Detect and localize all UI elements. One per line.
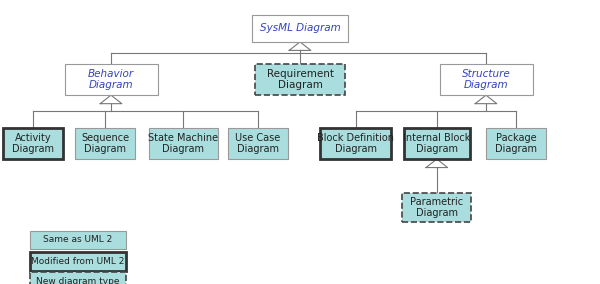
Text: Parametric
Diagram: Parametric Diagram [410, 197, 463, 218]
Text: Structure
Diagram: Structure Diagram [461, 69, 511, 90]
Text: Requirement
Diagram: Requirement Diagram [266, 69, 334, 90]
FancyBboxPatch shape [320, 128, 391, 159]
Text: Package
Diagram: Package Diagram [495, 133, 537, 154]
FancyBboxPatch shape [252, 15, 348, 42]
Polygon shape [426, 159, 448, 168]
FancyBboxPatch shape [404, 128, 470, 159]
Polygon shape [100, 95, 122, 104]
Text: Same as UML 2: Same as UML 2 [43, 235, 113, 245]
Text: Block Definition
Diagram: Block Definition Diagram [317, 133, 394, 154]
FancyBboxPatch shape [65, 64, 157, 95]
FancyBboxPatch shape [486, 128, 546, 159]
FancyBboxPatch shape [30, 252, 126, 270]
Text: State Machine
Diagram: State Machine Diagram [148, 133, 218, 154]
FancyBboxPatch shape [228, 128, 288, 159]
Polygon shape [289, 42, 311, 51]
FancyBboxPatch shape [403, 193, 472, 222]
Text: Activity
Diagram: Activity Diagram [12, 133, 54, 154]
FancyBboxPatch shape [439, 64, 533, 95]
FancyBboxPatch shape [255, 64, 345, 95]
Text: Modified from UML 2: Modified from UML 2 [31, 257, 125, 266]
Polygon shape [475, 95, 497, 104]
FancyBboxPatch shape [3, 128, 63, 159]
Text: Behavior
Diagram: Behavior Diagram [88, 69, 134, 90]
FancyBboxPatch shape [30, 273, 126, 284]
FancyBboxPatch shape [75, 128, 135, 159]
FancyBboxPatch shape [149, 128, 218, 159]
Text: Sequence
Diagram: Sequence Diagram [81, 133, 129, 154]
Text: New diagram type: New diagram type [36, 277, 120, 284]
Text: SysML Diagram: SysML Diagram [260, 23, 340, 34]
Text: Use Case
Diagram: Use Case Diagram [235, 133, 281, 154]
Text: Internal Block
Diagram: Internal Block Diagram [403, 133, 470, 154]
FancyBboxPatch shape [30, 231, 126, 249]
